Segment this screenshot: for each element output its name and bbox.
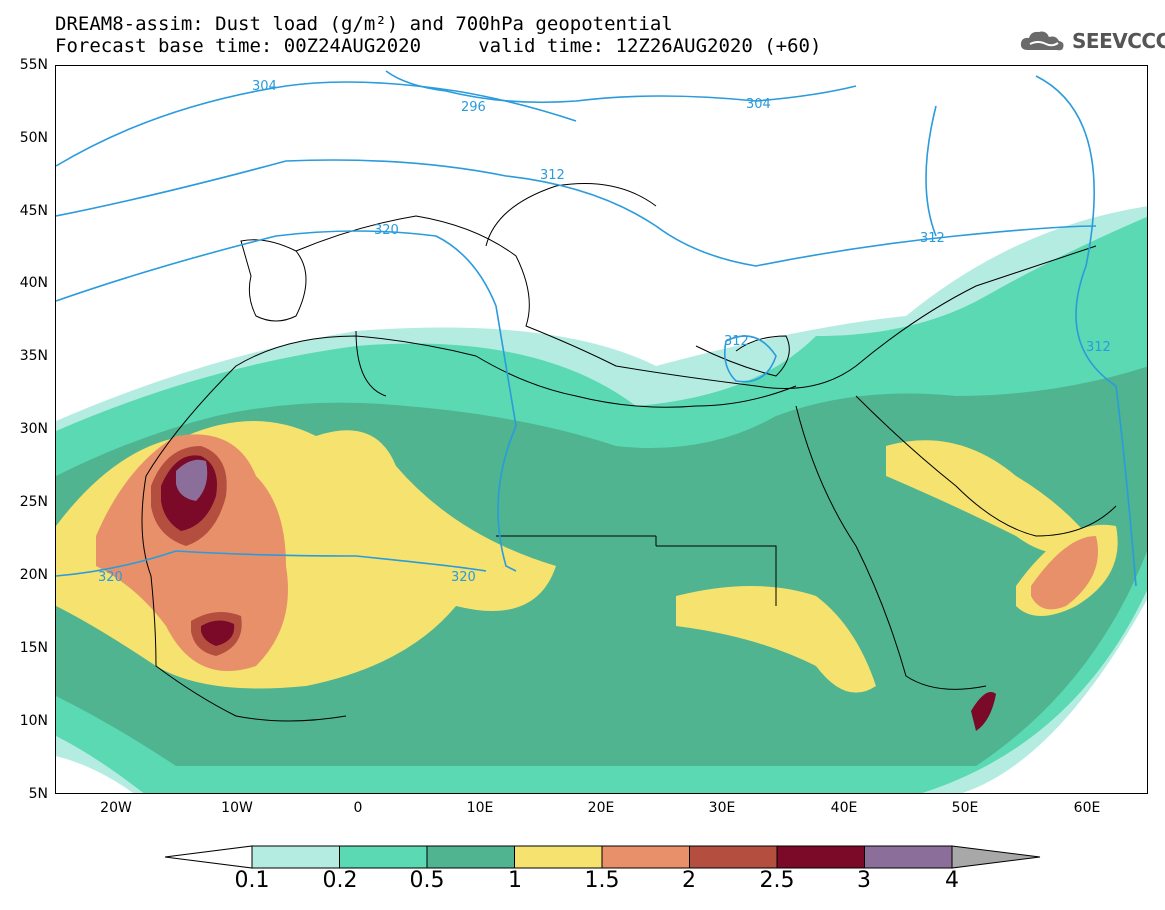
colorbar-segment xyxy=(864,845,953,869)
colorbar-segment xyxy=(514,845,603,869)
colorbar-label: 0.2 xyxy=(322,868,358,893)
lon-label: 60E xyxy=(1073,800,1101,816)
lat-label: 20N xyxy=(19,567,48,583)
colorbar xyxy=(164,845,1041,869)
map-canvas: 304 296 304 312 320 312 312 312 320 320 xyxy=(56,70,1147,793)
contour-labels: 304 296 304 312 320 312 312 312 320 320 xyxy=(98,79,1111,585)
contour-label: 312 xyxy=(920,231,945,246)
colorbar-segment xyxy=(426,845,515,869)
colorbar-segment xyxy=(776,845,865,869)
lat-label: 40N xyxy=(19,275,48,291)
lon-label: 10E xyxy=(466,800,494,816)
colorbar-label: 1 xyxy=(508,868,522,893)
colorbar-low-arrow xyxy=(164,845,253,869)
contour-label: 320 xyxy=(451,570,476,585)
dust-maroon-mali xyxy=(201,620,235,646)
lon-label: 10W xyxy=(221,800,253,816)
colorbar-segment xyxy=(601,845,690,869)
lat-label: 25N xyxy=(19,494,48,510)
dust-yellow-sudan xyxy=(676,586,876,693)
contour-label: 312 xyxy=(1086,340,1111,355)
colorbar-label: 2 xyxy=(682,868,696,893)
contour-label: 296 xyxy=(461,100,486,115)
lat-label: 45N xyxy=(19,203,48,219)
lon-label: 0 xyxy=(353,800,363,816)
dust-maroon-somalia xyxy=(971,692,996,731)
contour-label: 320 xyxy=(374,223,399,238)
colorbar-label: 4 xyxy=(945,868,959,893)
cloud-icon xyxy=(1020,31,1064,51)
seevccc-logo: SEEVCCC xyxy=(1018,28,1165,54)
lat-label: 5N xyxy=(28,786,48,802)
lat-label: 15N xyxy=(19,640,48,656)
logo-text: SEEVCCC xyxy=(1072,29,1165,53)
dust-load-map: 304 296 304 312 320 312 312 312 320 320 xyxy=(55,65,1148,794)
lon-label: 50E xyxy=(951,800,979,816)
colorbar-segments xyxy=(251,845,953,869)
lat-label: 55N xyxy=(19,57,48,73)
colorbar-label: 2.5 xyxy=(759,868,795,893)
lon-label: 30E xyxy=(708,800,736,816)
colorbar-label: 0.5 xyxy=(409,868,445,893)
dust-purple-core xyxy=(176,459,208,501)
lat-label: 35N xyxy=(19,348,48,364)
lat-label: 10N xyxy=(19,713,48,729)
map-title: DREAM8-assim: Dust load (g/m²) and 700hP… xyxy=(55,13,673,35)
colorbar-label: 3 xyxy=(857,868,871,893)
lon-label: 20E xyxy=(587,800,615,816)
colorbar-label: 1.5 xyxy=(584,868,620,893)
coastlines xyxy=(141,183,1117,722)
contour-label: 320 xyxy=(98,570,123,585)
lat-label: 50N xyxy=(19,130,48,146)
colorbar-label: 0.1 xyxy=(234,868,270,893)
geopotential-contours xyxy=(56,70,1137,587)
lon-label: 40E xyxy=(830,800,858,816)
dust-yellow-arabia xyxy=(886,440,1096,554)
lon-label: 20W xyxy=(100,800,132,816)
dust-orange-oman xyxy=(1031,536,1098,610)
colorbar-segment xyxy=(339,845,428,869)
colorbar-segment xyxy=(251,845,340,869)
map-subtitle: Forecast base time: 00Z24AUG2020 valid t… xyxy=(55,35,822,57)
contour-label: 304 xyxy=(746,97,771,112)
lat-label: 30N xyxy=(19,421,48,437)
contour-label: 304 xyxy=(252,79,277,94)
colorbar-segment xyxy=(689,845,778,869)
contour-label: 312 xyxy=(724,334,749,349)
contour-label: 312 xyxy=(540,168,565,183)
colorbar-high-arrow xyxy=(951,845,1041,869)
